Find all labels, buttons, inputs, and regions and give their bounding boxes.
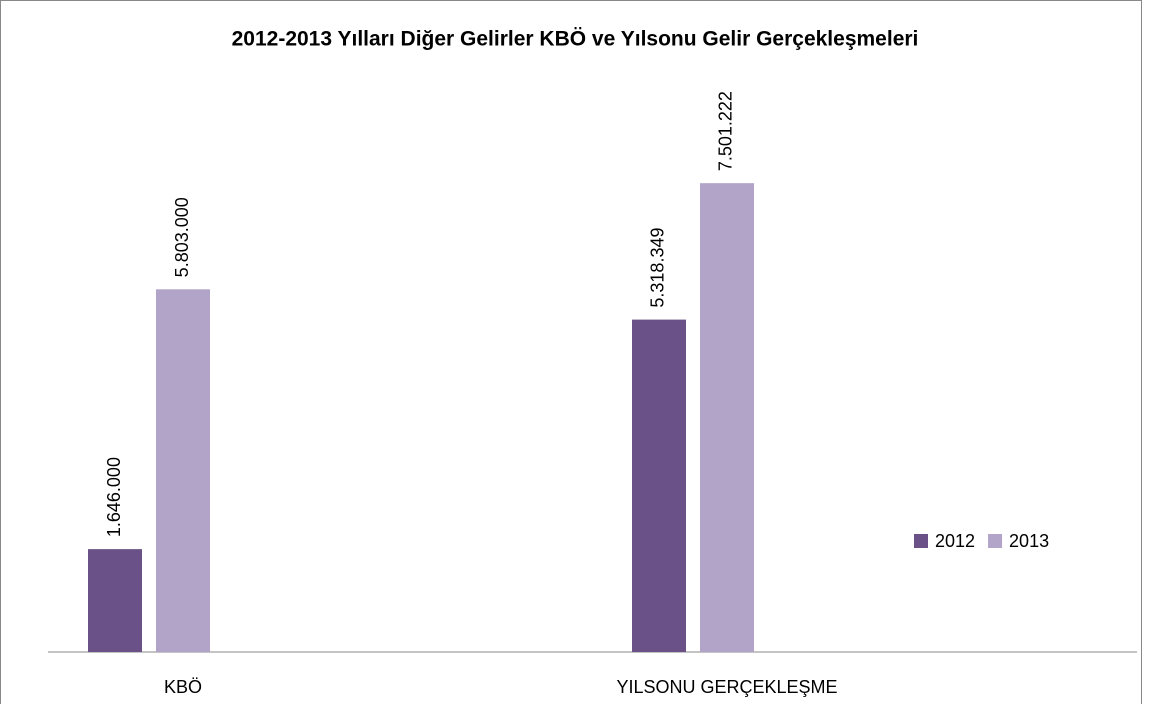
- x-tick-label: YILSONU GERÇEKLEŞME: [616, 677, 837, 697]
- data-label: 5.803.000: [172, 197, 192, 277]
- bar: [88, 549, 142, 652]
- data-label: 1.646.000: [104, 457, 124, 537]
- bar: [700, 183, 754, 652]
- x-tick-label: KBÖ: [164, 677, 202, 697]
- chart-title: 2012-2013 Yılları Diğer Gelirler KBÖ ve …: [232, 28, 919, 51]
- data-label: 7.501.222: [716, 91, 736, 171]
- data-label: 5.318.349: [648, 228, 668, 308]
- legend-swatch: [988, 534, 1003, 548]
- legend-swatch: [914, 534, 928, 548]
- legend-label: 2013: [1009, 531, 1049, 551]
- bar: [156, 289, 210, 652]
- legend-label: 2012: [935, 531, 975, 551]
- bar: [632, 319, 686, 652]
